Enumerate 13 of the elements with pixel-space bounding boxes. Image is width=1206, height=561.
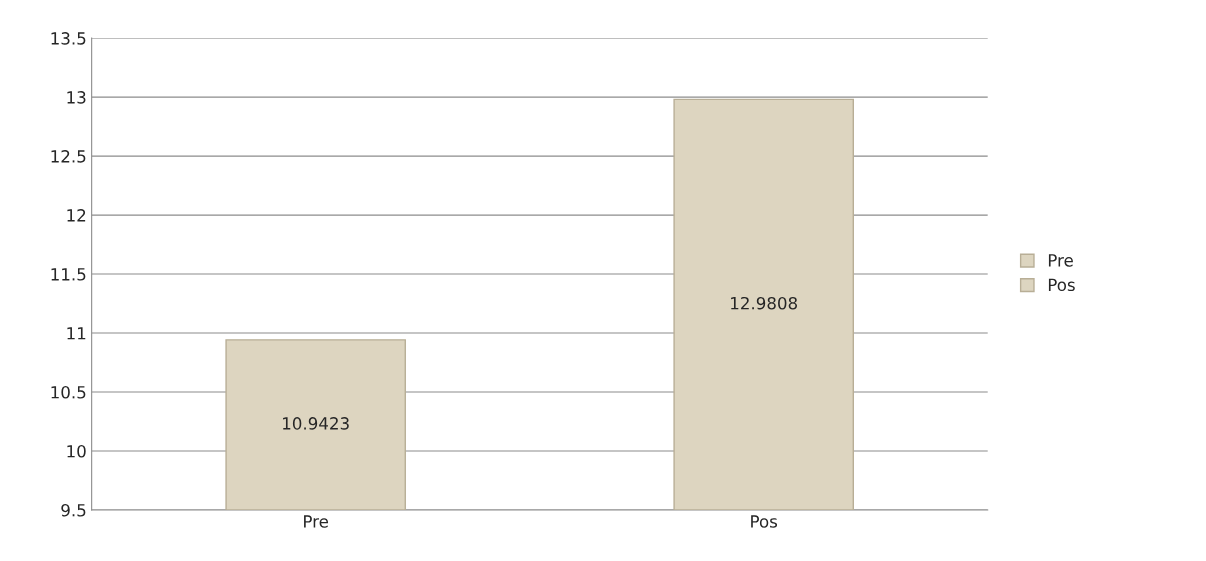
data-label: 10.9423: [283, 417, 349, 430]
y-tick-label: 10.5: [51, 385, 86, 399]
y-tick-label: 9.5: [61, 503, 86, 517]
y-tick-label: 11.5: [51, 268, 86, 281]
y-tick-label: 12: [67, 209, 86, 222]
y-tick-label: 13.5: [51, 32, 86, 45]
y-tick-label: 11: [67, 327, 86, 340]
y-tick-label: 13: [67, 91, 86, 104]
data-label: 12.9808: [731, 296, 798, 310]
y-tick-label: 10: [67, 444, 86, 458]
legend-label: Pre: [1048, 254, 1073, 267]
legend-label: Pos: [1048, 278, 1075, 292]
y-tick-label: 12.5: [51, 150, 86, 163]
